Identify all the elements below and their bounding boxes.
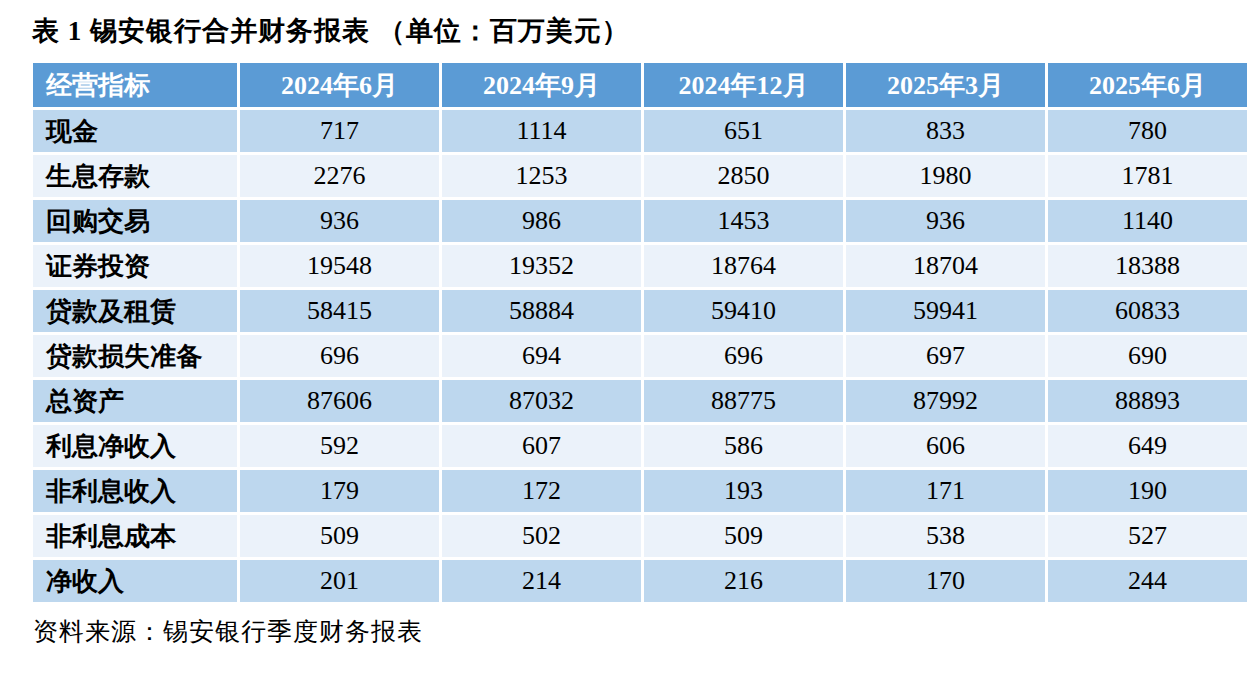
row-label: 总资产 — [32, 379, 239, 424]
cell-value: 18764 — [643, 244, 845, 289]
cell-value: 1781 — [1047, 154, 1249, 199]
cell-value: 190 — [1047, 469, 1249, 514]
table-row: 证券投资1954819352187641870418388 — [32, 244, 1249, 289]
cell-value: 18704 — [845, 244, 1047, 289]
cell-value: 502 — [441, 514, 643, 559]
table-header: 经营指标2024年6月2024年9月2024年12月2025年3月2025年6月 — [32, 62, 1249, 109]
cell-value: 697 — [845, 334, 1047, 379]
row-label: 回购交易 — [32, 199, 239, 244]
cell-value: 58884 — [441, 289, 643, 334]
cell-value: 172 — [441, 469, 643, 514]
table-row: 总资产8760687032887758799288893 — [32, 379, 1249, 424]
cell-value: 2850 — [643, 154, 845, 199]
header-cell-period: 2024年12月 — [643, 62, 845, 109]
table-row: 回购交易93698614539361140 — [32, 199, 1249, 244]
cell-value: 60833 — [1047, 289, 1249, 334]
header-cell-period: 2025年3月 — [845, 62, 1047, 109]
cell-value: 586 — [643, 424, 845, 469]
cell-value: 87032 — [441, 379, 643, 424]
cell-value: 607 — [441, 424, 643, 469]
cell-value: 201 — [239, 559, 441, 604]
header-cell-indicator: 经营指标 — [32, 62, 239, 109]
cell-value: 18388 — [1047, 244, 1249, 289]
table-row: 生息存款22761253285019801781 — [32, 154, 1249, 199]
page: 表 1 锡安银行合并财务报表 （单位：百万美元） 经营指标2024年6月2024… — [0, 0, 1260, 648]
cell-value: 87992 — [845, 379, 1047, 424]
header-cell-period: 2025年6月 — [1047, 62, 1249, 109]
cell-value: 1114 — [441, 109, 643, 154]
cell-value: 694 — [441, 334, 643, 379]
cell-value: 214 — [441, 559, 643, 604]
row-label: 贷款及租赁 — [32, 289, 239, 334]
row-label: 净收入 — [32, 559, 239, 604]
cell-value: 88775 — [643, 379, 845, 424]
table-row: 贷款及租赁5841558884594105994160833 — [32, 289, 1249, 334]
table-row: 利息净收入592607586606649 — [32, 424, 1249, 469]
financial-table: 经营指标2024年6月2024年9月2024年12月2025年3月2025年6月… — [30, 60, 1250, 605]
cell-value: 87606 — [239, 379, 441, 424]
cell-value: 88893 — [1047, 379, 1249, 424]
cell-value: 1980 — [845, 154, 1047, 199]
source-note: 资料来源：锡安银行季度财务报表 — [33, 615, 1248, 648]
cell-value: 592 — [239, 424, 441, 469]
cell-value: 1453 — [643, 199, 845, 244]
header-cell-period: 2024年9月 — [441, 62, 643, 109]
cell-value: 170 — [845, 559, 1047, 604]
cell-value: 986 — [441, 199, 643, 244]
table-row: 现金7171114651833780 — [32, 109, 1249, 154]
header-cell-period: 2024年6月 — [239, 62, 441, 109]
cell-value: 936 — [845, 199, 1047, 244]
header-row: 经营指标2024年6月2024年9月2024年12月2025年3月2025年6月 — [32, 62, 1249, 109]
cell-value: 509 — [239, 514, 441, 559]
row-label: 利息净收入 — [32, 424, 239, 469]
row-label: 非利息收入 — [32, 469, 239, 514]
cell-value: 606 — [845, 424, 1047, 469]
cell-value: 936 — [239, 199, 441, 244]
row-label: 贷款损失准备 — [32, 334, 239, 379]
cell-value: 216 — [643, 559, 845, 604]
cell-value: 538 — [845, 514, 1047, 559]
cell-value: 193 — [643, 469, 845, 514]
cell-value: 509 — [643, 514, 845, 559]
cell-value: 171 — [845, 469, 1047, 514]
cell-value: 833 — [845, 109, 1047, 154]
cell-value: 780 — [1047, 109, 1249, 154]
cell-value: 651 — [643, 109, 845, 154]
cell-value: 696 — [643, 334, 845, 379]
cell-value: 696 — [239, 334, 441, 379]
cell-value: 717 — [239, 109, 441, 154]
cell-value: 179 — [239, 469, 441, 514]
cell-value: 1253 — [441, 154, 643, 199]
table-row: 非利息成本509502509538527 — [32, 514, 1249, 559]
cell-value: 1140 — [1047, 199, 1249, 244]
cell-value: 649 — [1047, 424, 1249, 469]
cell-value: 59941 — [845, 289, 1047, 334]
cell-value: 58415 — [239, 289, 441, 334]
cell-value: 59410 — [643, 289, 845, 334]
cell-value: 690 — [1047, 334, 1249, 379]
cell-value: 244 — [1047, 559, 1249, 604]
table-row: 净收入201214216170244 — [32, 559, 1249, 604]
table-row: 非利息收入179172193171190 — [32, 469, 1249, 514]
row-label: 生息存款 — [32, 154, 239, 199]
cell-value: 19548 — [239, 244, 441, 289]
table-title: 表 1 锡安银行合并财务报表 （单位：百万美元） — [32, 13, 1248, 49]
row-label: 非利息成本 — [32, 514, 239, 559]
cell-value: 2276 — [239, 154, 441, 199]
row-label: 现金 — [32, 109, 239, 154]
table-row: 贷款损失准备696694696697690 — [32, 334, 1249, 379]
table-body: 现金7171114651833780生息存款227612532850198017… — [32, 109, 1249, 604]
cell-value: 19352 — [441, 244, 643, 289]
row-label: 证券投资 — [32, 244, 239, 289]
cell-value: 527 — [1047, 514, 1249, 559]
